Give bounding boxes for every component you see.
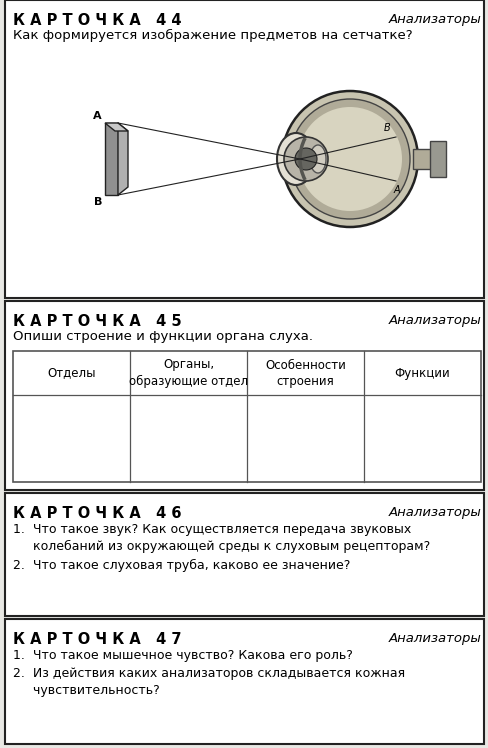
Text: Анализаторы: Анализаторы xyxy=(388,506,481,519)
Text: К А Р Т О Ч К А   4 7: К А Р Т О Ч К А 4 7 xyxy=(13,632,181,647)
Circle shape xyxy=(282,91,417,227)
Text: Отделы: Отделы xyxy=(47,367,96,379)
Text: B: B xyxy=(383,123,390,133)
Text: Анализаторы: Анализаторы xyxy=(388,13,481,26)
Text: Анализаторы: Анализаторы xyxy=(388,314,481,327)
Text: 2.  Что такое слуховая труба, каково ее значение?: 2. Что такое слуховая труба, каково ее з… xyxy=(13,559,350,572)
Text: К А Р Т О Ч К А   4 5: К А Р Т О Ч К А 4 5 xyxy=(13,314,181,329)
Circle shape xyxy=(294,148,316,170)
Text: A: A xyxy=(93,111,102,121)
Text: Как формируется изображение предметов на сетчатке?: Как формируется изображение предметов на… xyxy=(13,29,412,42)
Text: 2.  Из действия каких анализаторов складывается кожная
     чувствительность?: 2. Из действия каких анализаторов склады… xyxy=(13,667,404,697)
Circle shape xyxy=(297,107,401,211)
Circle shape xyxy=(289,99,409,219)
Text: A: A xyxy=(393,185,400,195)
Bar xyxy=(5,619,483,744)
Text: Опиши строение и функции органа слуха.: Опиши строение и функции органа слуха. xyxy=(13,330,312,343)
Text: B: B xyxy=(93,197,102,207)
Polygon shape xyxy=(105,123,128,131)
Ellipse shape xyxy=(309,145,325,173)
Circle shape xyxy=(284,137,327,181)
Bar xyxy=(412,149,434,169)
Text: Органы,
образующие отдел: Органы, образующие отдел xyxy=(129,358,247,387)
Text: Функции: Функции xyxy=(394,367,449,379)
Text: 1.  Что такое мышечное чувство? Какова его роль?: 1. Что такое мышечное чувство? Какова ег… xyxy=(13,649,352,662)
Text: К А Р Т О Ч К А   4 6: К А Р Т О Ч К А 4 6 xyxy=(13,506,181,521)
Bar xyxy=(5,493,483,616)
Text: Анализаторы: Анализаторы xyxy=(388,632,481,645)
Polygon shape xyxy=(118,123,128,195)
Bar xyxy=(429,141,445,177)
Bar xyxy=(13,351,480,482)
Text: К А Р Т О Ч К А   4 4: К А Р Т О Ч К А 4 4 xyxy=(13,13,181,28)
Ellipse shape xyxy=(276,133,314,185)
Bar xyxy=(5,301,483,490)
Bar xyxy=(105,123,118,195)
Bar xyxy=(5,0,483,298)
Text: Особенности
строения: Особенности строения xyxy=(264,358,345,387)
Text: 1.  Что такое звук? Как осуществляется передача звуковых
     колебаний из окруж: 1. Что такое звук? Как осуществляется пе… xyxy=(13,523,429,553)
